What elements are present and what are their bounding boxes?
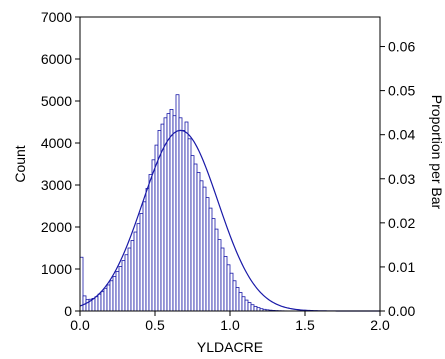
histogram-bar bbox=[112, 276, 117, 312]
right-y-tick-label: 0.05 bbox=[388, 83, 415, 99]
left-y-axis: 0 1000 2000 3000 4000 5000 6000 7000 bbox=[41, 9, 80, 319]
histogram-bar bbox=[187, 138, 192, 312]
histogram-bar bbox=[145, 187, 150, 312]
histogram-bar bbox=[235, 287, 240, 312]
histogram-bar bbox=[211, 218, 216, 312]
x-axis-title: YLDACRE bbox=[197, 339, 263, 355]
right-y-axis: 0.00 0.01 0.02 0.03 0.04 0.05 0.06 bbox=[380, 39, 415, 319]
histogram-bar bbox=[130, 240, 135, 312]
histogram-bar bbox=[226, 264, 231, 312]
x-axis: 0.0 0.5 1.0 1.5 2.0 bbox=[70, 311, 390, 333]
histogram-bar bbox=[118, 266, 123, 312]
histogram-bar bbox=[202, 186, 207, 312]
histogram-bar bbox=[169, 109, 174, 312]
y-tick-label: 6000 bbox=[41, 51, 72, 67]
histogram-bar bbox=[109, 280, 114, 312]
histogram-bar bbox=[250, 304, 255, 312]
y-tick-label: 4000 bbox=[41, 135, 72, 151]
y-tick-label: 0 bbox=[64, 303, 72, 319]
histogram-bar bbox=[178, 117, 183, 312]
histogram-bar bbox=[244, 299, 249, 312]
y-tick-label: 3000 bbox=[41, 177, 72, 193]
histogram-bar bbox=[94, 296, 99, 312]
histogram-bar bbox=[139, 213, 144, 312]
x-tick-label: 0.0 bbox=[70, 317, 90, 333]
histogram-bar bbox=[256, 307, 261, 312]
histogram-bar bbox=[151, 159, 156, 312]
histogram-bar bbox=[103, 287, 108, 312]
histogram-bar bbox=[214, 228, 219, 312]
histogram-bar bbox=[184, 121, 189, 312]
histogram-bar bbox=[196, 171, 201, 312]
histogram-bar bbox=[175, 94, 180, 312]
right-y-tick-label: 0.06 bbox=[388, 39, 415, 55]
x-tick-label: 2.0 bbox=[370, 317, 390, 333]
histogram-bar bbox=[142, 201, 147, 312]
histogram-bar bbox=[124, 254, 129, 312]
y-axis-title: Count bbox=[12, 145, 28, 182]
histogram-bar bbox=[229, 272, 234, 312]
histogram-bar bbox=[217, 239, 222, 312]
y-tick-label: 5000 bbox=[41, 93, 72, 109]
histogram-bar bbox=[166, 113, 171, 312]
histogram-bar bbox=[85, 299, 90, 312]
right-y-tick-label: 0.02 bbox=[388, 215, 415, 231]
histogram-bar bbox=[238, 292, 243, 312]
x-tick-label: 1.0 bbox=[220, 317, 240, 333]
right-y-tick-label: 0.00 bbox=[388, 303, 415, 319]
histogram-bar bbox=[91, 297, 96, 312]
right-y-tick-label: 0.03 bbox=[388, 171, 415, 187]
histogram-bar bbox=[247, 302, 252, 312]
histogram-bar bbox=[253, 305, 258, 312]
histogram-bar bbox=[181, 129, 186, 312]
histogram-bar bbox=[172, 115, 177, 312]
y-tick-label: 7000 bbox=[41, 9, 72, 25]
histogram-bar bbox=[100, 291, 105, 312]
histogram-bar bbox=[190, 155, 195, 312]
histogram-bar bbox=[199, 180, 204, 312]
x-tick-label: 1.5 bbox=[295, 317, 315, 333]
histogram-bar bbox=[223, 255, 228, 312]
histogram-bar bbox=[205, 197, 210, 312]
histogram-bar bbox=[97, 293, 102, 312]
histogram-bar bbox=[232, 280, 237, 312]
y-tick-label: 1000 bbox=[41, 261, 72, 277]
histogram-bar bbox=[193, 163, 198, 312]
histogram-bar bbox=[106, 284, 111, 312]
histogram-bar bbox=[208, 207, 213, 312]
bars-layer bbox=[79, 94, 291, 312]
histogram-bar bbox=[220, 247, 225, 312]
right-y-tick-label: 0.04 bbox=[388, 127, 415, 143]
histogram-bar bbox=[136, 223, 141, 312]
histogram-bar bbox=[154, 144, 159, 312]
y-tick-label: 2000 bbox=[41, 219, 72, 235]
histogram-bar bbox=[127, 247, 132, 312]
histogram-bar bbox=[148, 174, 153, 312]
histogram-bar bbox=[121, 260, 126, 312]
histogram-bar bbox=[241, 296, 246, 312]
right-y-axis-title: Proportion per Bar bbox=[429, 95, 445, 210]
x-tick-label: 0.5 bbox=[145, 317, 165, 333]
histogram-bar bbox=[115, 271, 120, 312]
histogram-bar bbox=[133, 231, 138, 312]
right-y-tick-label: 0.01 bbox=[388, 259, 415, 275]
